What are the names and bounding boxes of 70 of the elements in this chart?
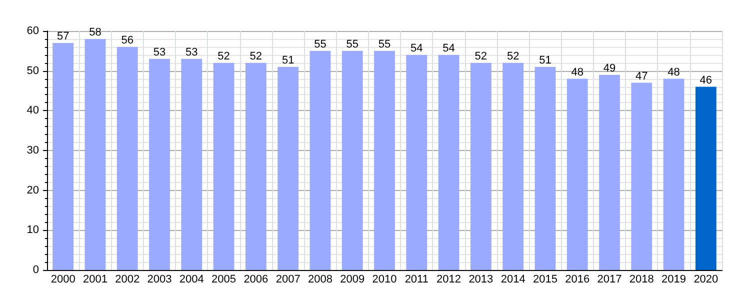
data-label: 55 [378,38,391,50]
data-label: 53 [153,46,166,58]
x-tick-label: 2017 [597,274,622,286]
bar [406,54,428,270]
bar [278,66,299,270]
x-tick-label: 2019 [662,274,686,286]
bar [695,86,716,270]
bar [502,62,524,270]
y-tick-label: 20 [26,184,39,196]
bar [245,62,266,270]
bar [566,78,588,270]
bar [52,42,74,270]
data-label: 51 [282,54,294,66]
x-tick-label: 2004 [179,274,204,286]
data-label: 54 [410,42,423,54]
y-tick-label: 10 [26,224,39,236]
data-label: 46 [700,74,712,86]
x-tick-label: 2014 [500,274,526,286]
x-tick-label: 2018 [629,274,654,286]
y-tick-label: 60 [26,25,39,37]
bar [663,78,684,270]
data-label: 56 [121,34,134,46]
x-tick-label: 2006 [244,274,268,286]
data-label: 47 [636,70,648,82]
bar [470,62,492,270]
data-label: 52 [506,50,520,62]
bar [438,54,460,270]
data-label: 52 [218,50,230,62]
data-label: 57 [56,30,70,42]
x-tick-label: 2020 [694,274,718,286]
data-label: 58 [89,26,102,38]
data-label: 53 [186,46,198,58]
x-tick-label: 2005 [212,274,236,286]
x-tick-label: 2009 [340,274,365,286]
bar [374,50,395,270]
bar [342,50,363,270]
bar [599,74,620,270]
x-tick-label: 2012 [436,274,462,286]
x-tick-label: 2001 [82,274,108,286]
y-tick-label: 0 [32,264,39,276]
x-tick-label: 2003 [147,274,172,286]
x-tick-label: 2010 [372,274,397,286]
x-tick-label: 2008 [308,274,332,286]
data-label: 48 [571,66,584,78]
data-label: 51 [539,54,552,66]
bar [181,58,202,270]
bar [149,58,170,270]
x-tick-label: 2015 [532,274,558,286]
bar [213,62,234,270]
bar [310,50,331,270]
data-label: 49 [603,62,616,74]
y-tick-label: 40 [26,104,39,117]
data-label: 48 [668,66,680,78]
data-label: 52 [250,50,262,62]
x-tick-label: 2011 [404,274,428,286]
x-tick-label: 2007 [276,274,300,286]
data-label: 55 [346,38,358,50]
bar [534,66,556,270]
x-tick-label: 2000 [50,274,76,286]
bar [116,46,138,270]
x-tick-label: 2002 [115,274,140,286]
y-tick-label: 30 [26,144,39,156]
y-tick-label: 50 [26,64,39,77]
x-tick-label: 2016 [565,274,590,286]
bar [631,82,652,270]
x-tick-label: 2013 [468,274,494,286]
data-label: 52 [474,50,488,62]
data-label: 54 [442,42,455,54]
bar [84,38,106,270]
data-label: 55 [314,38,326,50]
